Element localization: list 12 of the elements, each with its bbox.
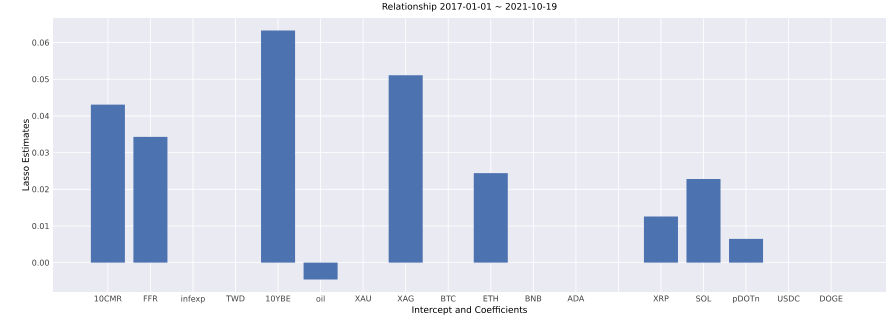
bar [729,238,764,263]
bar [474,173,508,263]
bar [261,30,296,263]
bar [686,179,721,263]
y-axis-title: Lasso Estimates [22,119,29,190]
bar [90,104,125,263]
x-axis-title: Intercept and Coefficients [412,306,527,315]
chart-title: Relationship 2017-01-01 ~ 2021-10-19 [382,2,557,12]
bar [304,262,338,280]
bar [644,216,678,263]
bar [133,136,168,263]
bar [388,75,423,263]
